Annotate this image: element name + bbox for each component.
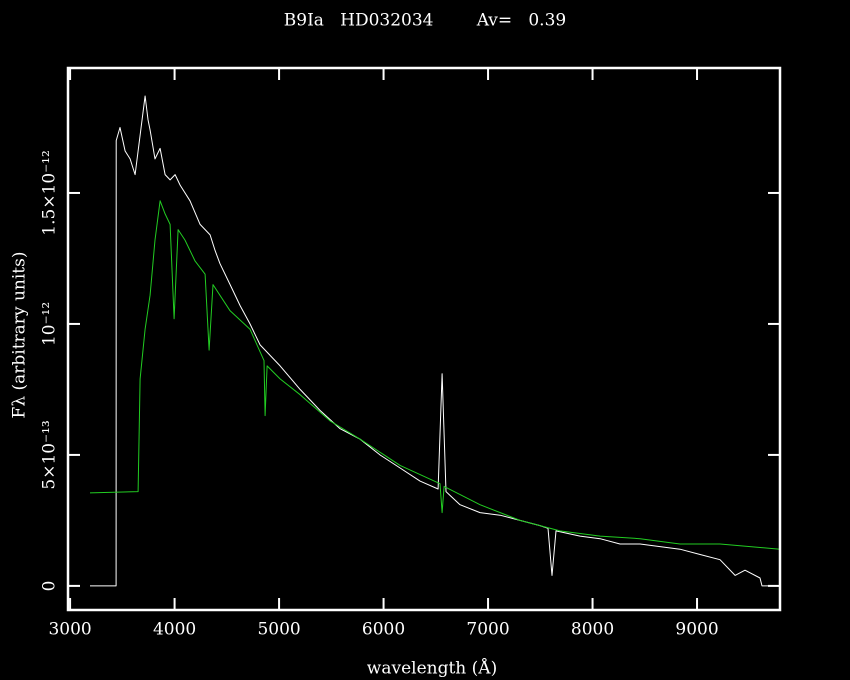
y-tick-label: 10⁻¹² [40,302,60,346]
y-axis-label: Fλ (arbitrary units) [10,252,30,419]
y-tick-label: 5×10⁻¹³ [40,420,60,489]
y-tick-label: 0 [40,580,60,591]
x-tick-label: 7000 [466,620,509,640]
x-tick-label: 8000 [571,620,614,640]
spectrum-line [89,200,781,550]
chart-title: B9Ia HD032034 Av= 0.39 [284,11,566,31]
x-tick-label: 4000 [153,620,196,640]
plot-frame [66,66,782,612]
y-tick-label: 1.5×10⁻¹² [40,150,60,236]
x-axis-label: wavelength (Å) [367,658,497,679]
x-tick-label: 6000 [362,620,405,640]
x-tick-label: 3000 [48,620,91,640]
x-tick-label: 9000 [675,620,718,640]
x-tick-label: 5000 [257,620,300,640]
spectrum-line [90,95,780,587]
